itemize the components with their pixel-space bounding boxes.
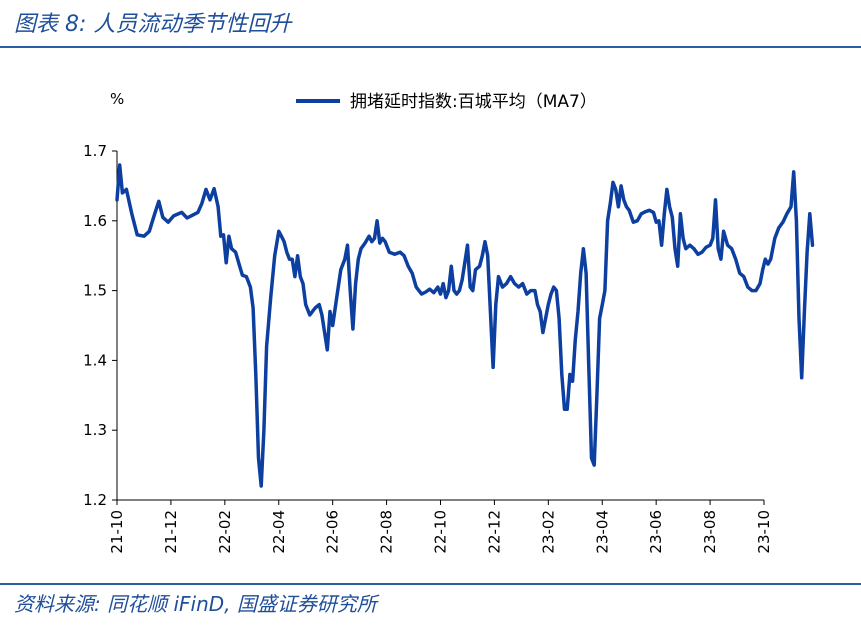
y-tick-label: 1.2 <box>83 491 107 509</box>
y-tick-label: 1.7 <box>83 142 107 160</box>
y-tick-label: 1.6 <box>83 212 107 230</box>
x-tick-label: 22-04 <box>270 510 288 554</box>
x-tick-label: 22-02 <box>216 510 234 554</box>
source-note: 资料来源: 同花顺 iFinD, 国盛证券研究所 <box>14 592 377 616</box>
chart: 1.21.31.41.51.61.7 21-10 21-12 22-02 22-04 2… <box>83 90 815 554</box>
x-tick-label: 21-10 <box>108 510 126 554</box>
series-line <box>115 163 815 488</box>
x-tick-label: 23-06 <box>647 510 665 554</box>
x-tick-label: 22-12 <box>485 510 503 554</box>
y-axis: 1.2 1.3 1.4 1.5 1.6 1.7 <box>83 142 118 509</box>
x-axis: 21-10 21-12 22-02 22-04 22-06 22-08 22-10 22-12… <box>108 499 773 554</box>
x-tick-label: 23-04 <box>593 510 611 554</box>
x-tick-label: 23-02 <box>539 510 557 554</box>
y-tick-label: 1.3 <box>83 421 107 439</box>
x-tick-label: 21-12 <box>162 510 180 554</box>
figure-title: 图表 8: 人员流动季节性回升 <box>14 12 292 37</box>
x-tick-label: 23-08 <box>701 510 719 554</box>
bottom-rule <box>0 583 861 585</box>
legend: 拥堵延时指数:百城平均（MA7） <box>296 92 597 112</box>
legend-label: 拥堵延时指数:百城平均（MA7） <box>350 92 597 112</box>
x-tick-label: 23-10 <box>755 510 773 554</box>
y-tick-label: 1.5 <box>83 282 107 300</box>
y-tick-label: 1.4 <box>83 351 107 369</box>
top-rule <box>0 46 861 48</box>
x-tick-label: 22-08 <box>378 510 396 554</box>
x-tick-label: 22-10 <box>432 510 450 554</box>
series-group <box>115 163 815 488</box>
y-unit-label: % <box>110 90 124 108</box>
x-tick-label: 22-06 <box>324 510 342 554</box>
